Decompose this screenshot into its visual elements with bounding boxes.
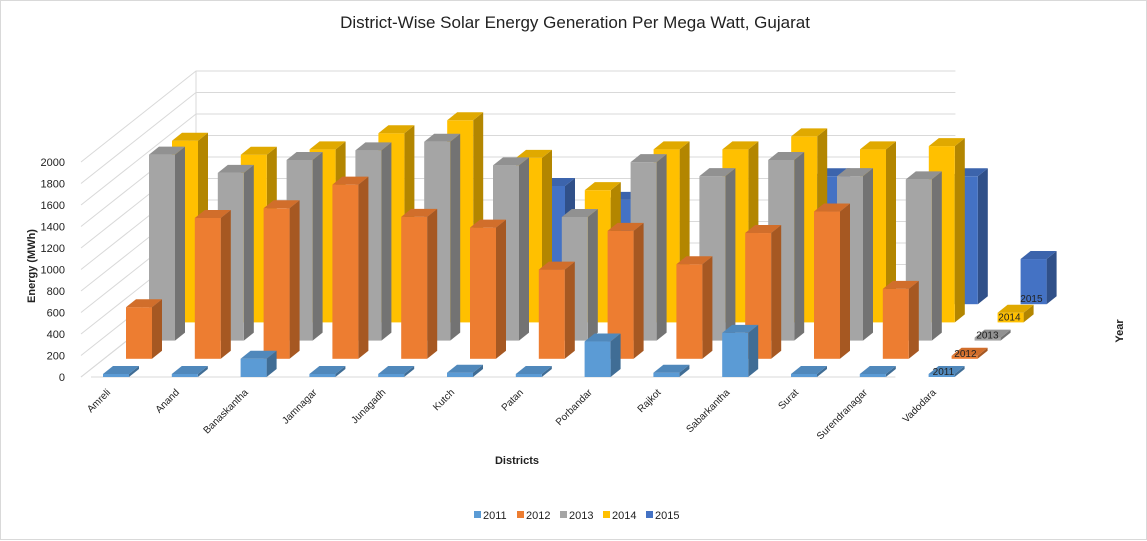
legend-label: 2014 (612, 510, 636, 522)
category-label: Kutch (431, 387, 457, 413)
y-tick-label: 800 (47, 286, 65, 298)
legend-label: 2015 (655, 510, 679, 522)
legend-label: 2013 (569, 510, 593, 522)
y-tick-labels: 0 200 400 600 800 1000 1200 1400 1600 1800 2000 (41, 157, 65, 384)
year-row-label: 2011 (933, 367, 955, 378)
bar-2011-rajkot (653, 364, 690, 377)
bar-2011-banaskantha (240, 350, 277, 377)
bar-2011-patan (515, 366, 552, 377)
year-row-label: 2014 (998, 312, 1021, 323)
category-label: Anand (154, 387, 182, 415)
bar-2011-junagadh (378, 366, 415, 377)
gridline (80, 92, 956, 184)
bar-2012-junagadh (401, 208, 438, 359)
y-tick-label: 1600 (41, 200, 65, 212)
bar-2011-surendranagar (859, 366, 896, 377)
bar-2011-anand (171, 366, 208, 377)
bar-2011-kutch (447, 364, 483, 377)
category-label: Sabarkantha (684, 387, 732, 435)
legend-swatch (646, 511, 653, 518)
year-row-label: 2012 (954, 349, 977, 360)
bar-2012-amreli (126, 299, 162, 359)
gridline (80, 70, 956, 163)
bar-2011-vadodara (928, 366, 965, 377)
legend-swatch (603, 511, 610, 518)
y-tick-label: 1400 (41, 222, 65, 234)
bar-2012-banaskantha (263, 200, 300, 359)
y-tick-label: 400 (47, 329, 65, 341)
bar-2011-porbandar (584, 333, 621, 377)
category-label: Amreli (85, 387, 113, 415)
legend: 2011 2012 2013 2014 2015 (474, 510, 679, 522)
legend-label: 2012 (526, 510, 550, 522)
legend-swatch (517, 511, 524, 518)
bar-2013-vadodara (974, 329, 1011, 341)
bar-2011-sabarkantha (722, 324, 759, 377)
legend-swatch (560, 511, 567, 518)
legend-swatch (474, 511, 481, 518)
gridline (80, 113, 956, 206)
legend-label: 2011 (483, 510, 507, 522)
bar-2012-patan (538, 261, 575, 359)
x-axis-title: Districts (495, 455, 539, 467)
y-tick-label: 2000 (41, 157, 65, 169)
bar-2012-jamnagar (332, 176, 369, 359)
y-axis-title: Energy (MWh) (26, 229, 38, 303)
y-tick-label: 200 (47, 351, 65, 363)
bar-2012-surat (814, 203, 850, 359)
category-label: Surat (776, 387, 801, 412)
chart-title: District-Wise Solar Energy Generation Pe… (340, 13, 810, 32)
category-label: Banaskantha (202, 387, 251, 436)
y-tick-label: 600 (47, 308, 65, 320)
bar-2012-surendranagar (882, 280, 919, 359)
bar-2011-amreli (103, 366, 139, 377)
bar-2012-kutch (470, 219, 506, 359)
category-label: Rajkot (636, 387, 664, 415)
bar-2012-rajkot (676, 256, 713, 359)
z-tick-labels: 2011 2012 2013 2014 2015 (933, 294, 1043, 378)
category-label: Porbandar (554, 387, 595, 428)
year-row-label: 2013 (976, 331, 999, 342)
category-label: Vadodara (901, 387, 939, 425)
z-axis-title: Year (1114, 319, 1126, 343)
bar-2011-surat (791, 366, 827, 377)
bars (103, 112, 1057, 377)
x-tick-labels: Amreli Anand Banaskantha Jamnagar Junagadh Ku… (85, 387, 939, 442)
bar-2014-vadodara (997, 304, 1034, 323)
y-tick-label: 1000 (41, 265, 65, 277)
y-tick-label: 0 (59, 372, 65, 384)
bar-2011-jamnagar (309, 366, 346, 377)
category-label: Junagadh (349, 387, 388, 426)
bar-2012-anand (194, 209, 231, 359)
y-tick-label: 1200 (41, 243, 65, 255)
bar-2012-vadodara (951, 347, 988, 359)
category-label: Patan (500, 387, 526, 413)
category-label: Jamnagar (280, 387, 320, 427)
bar-2015-vadodara (1020, 251, 1057, 305)
category-label: Surendranagar (815, 387, 870, 442)
y-tick-label: 1800 (41, 179, 65, 191)
year-row-label: 2015 (1020, 294, 1043, 305)
